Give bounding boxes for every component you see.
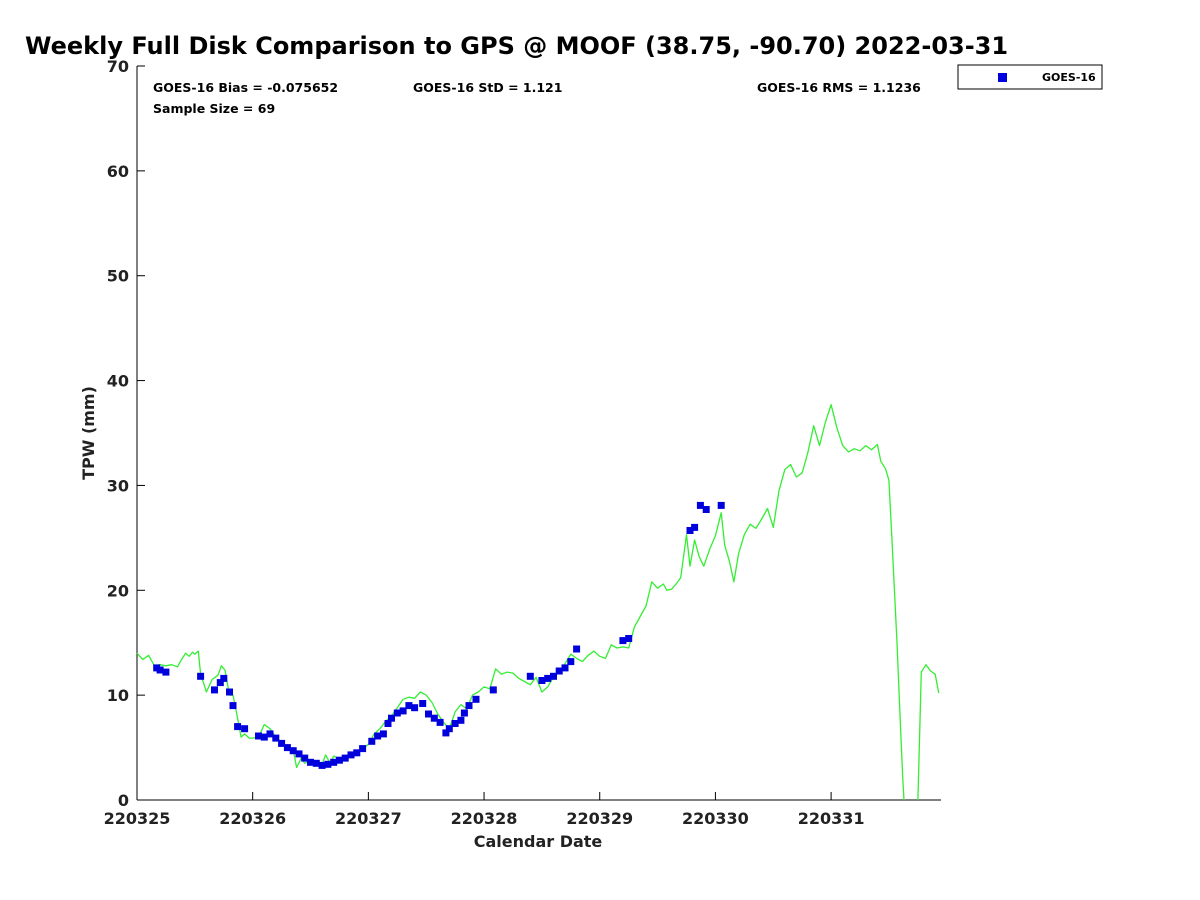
goes-16-point xyxy=(465,702,473,710)
goes-16-point xyxy=(388,714,395,722)
goes-16-point xyxy=(197,672,205,680)
chart-title: Weekly Full Disk Comparison to GPS @ MOO… xyxy=(25,32,1008,60)
goes-16-point xyxy=(162,668,170,676)
goes-16-point xyxy=(384,720,392,727)
y-tick-label: 20 xyxy=(107,581,129,600)
goes-16-point xyxy=(374,732,382,740)
goes-16-point xyxy=(550,672,557,680)
x-axis: 220325 220326 220327 220328 220329 220330 2203… xyxy=(104,792,865,828)
goes-16-point xyxy=(341,754,349,762)
y-axis: 0 10 20 30 40 50 60 70 xyxy=(107,57,145,810)
std-stat: GOES-16 StD = 1.121 xyxy=(413,80,562,95)
goes-16-point xyxy=(266,730,274,738)
y-tick-label: 10 xyxy=(107,686,129,705)
gps-line-segment xyxy=(136,404,905,801)
goes-16-point xyxy=(430,714,438,722)
goes-16-point xyxy=(241,725,249,733)
goes-16-point xyxy=(457,716,465,724)
goes-16-point xyxy=(686,527,694,534)
goes-16-point xyxy=(324,760,332,768)
goes-16-point xyxy=(405,702,413,710)
goes-16-point xyxy=(368,737,376,745)
legend: GOES-16 xyxy=(957,64,1103,90)
goes-16-point xyxy=(295,750,303,758)
x-tick-label: 220325 xyxy=(104,809,171,828)
goes-16-point xyxy=(436,718,444,726)
goes-16-point xyxy=(379,730,387,738)
goes-16-point xyxy=(619,637,627,645)
goes-16-point xyxy=(318,761,326,769)
gps-series xyxy=(136,404,940,801)
goes-16-point xyxy=(691,523,699,531)
goes-16-point xyxy=(234,723,242,731)
goes-16-point xyxy=(289,747,297,755)
goes-16-point xyxy=(526,672,534,680)
goes-16-point xyxy=(359,745,367,753)
goes-16-point xyxy=(561,664,569,672)
legend-label-goes-16: GOES-16 xyxy=(1042,71,1096,84)
x-tick-label: 220330 xyxy=(682,809,749,828)
goes-16-point xyxy=(489,686,497,694)
y-tick-label: 50 xyxy=(107,267,129,286)
x-tick-label: 220326 xyxy=(219,809,286,828)
goes-16-point xyxy=(272,734,280,742)
x-tick-label: 220327 xyxy=(335,809,402,828)
goes-16-series xyxy=(153,501,725,769)
goes-16-point xyxy=(353,749,361,757)
goes-16-point xyxy=(330,758,338,766)
goes-16-point xyxy=(411,704,419,712)
goes-16-point xyxy=(555,667,563,675)
goes-16-point xyxy=(445,725,453,733)
goes-16-point xyxy=(625,635,633,642)
y-tick-label: 60 xyxy=(107,162,129,181)
goes-16-point xyxy=(307,758,314,766)
goes-16-point xyxy=(283,744,291,752)
goes-16-point xyxy=(216,679,224,687)
goes-16-point xyxy=(211,686,218,694)
y-tick-label: 30 xyxy=(107,476,129,495)
goes-16-point xyxy=(335,756,343,764)
goes-16-point xyxy=(347,751,355,759)
x-tick-label: 220329 xyxy=(566,809,633,828)
goes-16-point xyxy=(301,754,309,762)
goes-16-point xyxy=(702,506,710,513)
y-tick-label: 70 xyxy=(107,57,129,76)
goes-16-point xyxy=(451,720,459,727)
goes-16-point xyxy=(567,658,575,666)
goes-16-point xyxy=(156,666,164,674)
legend-box xyxy=(957,64,1103,90)
x-tick-label: 220331 xyxy=(798,809,865,828)
goes-16-point xyxy=(472,695,480,703)
legend-marker-goes-16 xyxy=(998,73,1007,82)
goes-16-point xyxy=(544,674,552,682)
y-tick-label: 40 xyxy=(107,372,129,391)
goes-16-point xyxy=(717,501,725,509)
sample-size-stat: Sample Size = 69 xyxy=(153,101,275,116)
goes-16-point xyxy=(226,688,233,696)
bias-stat: GOES-16 Bias = -0.075652 xyxy=(153,80,338,95)
goes-16-point xyxy=(442,729,450,737)
goes-16-point xyxy=(696,501,704,509)
goes-16-point xyxy=(460,709,468,717)
x-tick-label: 220328 xyxy=(451,809,518,828)
goes-16-point xyxy=(425,710,432,718)
plot-frame xyxy=(136,66,941,801)
goes-16-point xyxy=(229,702,237,710)
goes-16-point xyxy=(312,759,320,767)
goes-16-point xyxy=(538,677,546,684)
goes-16-point xyxy=(260,733,268,741)
goes-16-point xyxy=(393,709,401,717)
goes-16-point xyxy=(573,645,581,653)
y-axis-label: TPW (mm) xyxy=(79,386,98,480)
rms-stat: GOES-16 RMS = 1.1236 xyxy=(757,80,921,95)
gps-line-segment xyxy=(917,664,940,801)
goes-16-point xyxy=(255,732,262,740)
goes-16-point xyxy=(399,707,407,715)
y-tick-label: 0 xyxy=(118,791,129,810)
goes-16-point xyxy=(419,700,427,707)
goes-16-point xyxy=(278,739,286,747)
goes-16-point xyxy=(220,674,228,682)
x-axis-label: Calendar Date xyxy=(474,832,603,851)
